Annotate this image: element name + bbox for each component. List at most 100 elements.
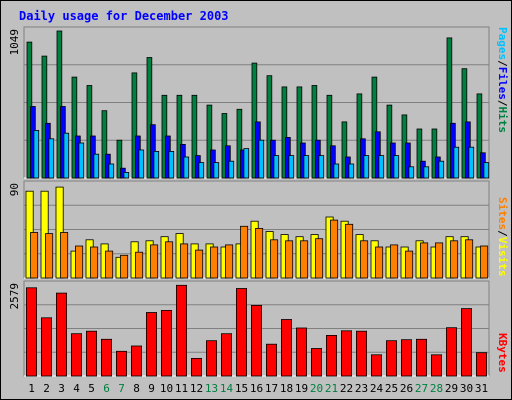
- side-label-middle: Sites/Visits: [496, 197, 509, 277]
- bar-pages-day-13: [213, 162, 220, 179]
- bar-hits-day-9: [146, 57, 153, 179]
- bar-pages-day-5: [93, 153, 100, 179]
- bar-kbytes-day-14: [220, 333, 232, 377]
- bar-pages-day-4: [78, 142, 85, 179]
- bar-sites-day-13: [210, 246, 219, 279]
- y-max-label-0: 1049: [8, 29, 21, 56]
- bar-pages-day-14: [228, 160, 235, 179]
- x-tick-label-5: 5: [88, 382, 95, 395]
- side-label-part: KBytes: [496, 333, 509, 373]
- bar-pages-day-7: [123, 171, 130, 179]
- bar-kbytes-day-15: [235, 288, 247, 377]
- bar-pages-day-27: [423, 166, 430, 179]
- x-tick-label-8: 8: [133, 382, 140, 395]
- bar-sites-day-12: [195, 249, 204, 279]
- x-tick-label-7: 7: [118, 382, 125, 395]
- side-label-part: Hits: [496, 107, 509, 134]
- bar-pages-day-17: [273, 155, 280, 179]
- x-tick-label-15: 15: [235, 382, 248, 395]
- bar-kbytes-day-24: [370, 354, 382, 377]
- bar-hits-day-5: [86, 85, 93, 179]
- bar-pages-day-21: [333, 163, 340, 179]
- bar-sites-day-4: [75, 245, 84, 279]
- side-label-part: Visits: [496, 237, 509, 277]
- x-tick-label-2: 2: [43, 382, 50, 395]
- bar-kbytes-day-3: [56, 292, 68, 377]
- bar-sites-day-14: [225, 244, 234, 279]
- x-tick-label-9: 9: [148, 382, 155, 395]
- bar-kbytes-day-30: [460, 308, 472, 377]
- x-tick-label-17: 17: [265, 382, 278, 395]
- x-tick-label-14: 14: [220, 382, 234, 395]
- bar-kbytes-day-10: [160, 309, 172, 377]
- bar-sites-day-9: [150, 244, 159, 279]
- bar-kbytes-day-16: [250, 304, 262, 377]
- bar-kbytes-day-27: [415, 338, 427, 377]
- x-tick-label-26: 26: [400, 382, 413, 395]
- bar-hits-day-4: [71, 76, 78, 179]
- bar-pages-day-25: [393, 155, 400, 179]
- x-tick-label-25: 25: [385, 382, 398, 395]
- bar-hits-day-21: [326, 94, 333, 179]
- bar-hits-day-25: [386, 104, 393, 179]
- bar-hits-day-16: [251, 62, 258, 179]
- bar-hits-day-12: [191, 94, 198, 179]
- x-tick-label-31: 31: [475, 382, 488, 395]
- x-tick-label-6: 6: [103, 382, 110, 395]
- bar-pages-day-12: [198, 162, 205, 179]
- bar-sites-day-19: [300, 240, 309, 279]
- bar-pages-day-1: [33, 129, 40, 179]
- y-max-label-2: 2579: [8, 283, 21, 310]
- bar-pages-day-8: [138, 149, 145, 179]
- x-tick-label-23: 23: [355, 382, 368, 395]
- bar-hits-day-7: [116, 139, 123, 179]
- x-tick-label-20: 20: [310, 382, 323, 395]
- bar-kbytes-day-21: [325, 334, 337, 377]
- bar-kbytes-day-25: [385, 340, 397, 377]
- x-tick-label-22: 22: [340, 382, 353, 395]
- bar-files-day-21: [330, 145, 336, 179]
- x-tick-label-21: 21: [325, 382, 338, 395]
- bar-pages-day-30: [468, 146, 475, 179]
- bar-sites-day-20: [315, 238, 324, 279]
- bar-kbytes-day-11: [175, 284, 187, 377]
- bar-pages-day-28: [438, 160, 445, 179]
- bar-sites-day-3: [60, 232, 69, 279]
- bar-sites-day-1: [30, 232, 39, 279]
- bar-sites-day-8: [135, 251, 144, 279]
- side-label-part: Pages: [496, 27, 509, 60]
- bar-kbytes-day-7: [116, 350, 128, 377]
- bar-hits-day-6: [101, 110, 108, 179]
- bar-sites-day-26: [405, 250, 414, 279]
- bar-sites-day-7: [120, 254, 129, 279]
- x-tick-label-18: 18: [280, 382, 293, 395]
- side-label-part: Files: [496, 67, 509, 100]
- bar-hits-day-3: [56, 30, 63, 179]
- bar-hits-day-18: [281, 86, 288, 179]
- bar-sites-day-31: [480, 245, 489, 279]
- bar-sites-day-22: [345, 223, 354, 279]
- x-tick-label-1: 1: [28, 382, 35, 395]
- bar-sites-day-25: [390, 244, 399, 279]
- bar-files-day-26: [405, 142, 411, 179]
- bar-pages-day-15: [243, 148, 250, 179]
- bar-hits-day-19: [296, 86, 303, 179]
- bar-hits-day-24: [371, 76, 378, 179]
- bar-sites-day-28: [435, 242, 444, 279]
- bar-pages-day-18: [288, 155, 295, 179]
- x-tick-label-12: 12: [190, 382, 203, 395]
- bar-pages-day-31: [483, 162, 490, 179]
- y-max-label-1: 90: [8, 183, 21, 196]
- bar-kbytes-day-8: [130, 345, 142, 377]
- bar-pages-day-11: [183, 156, 190, 179]
- bar-hits-day-31: [476, 93, 483, 179]
- bar-hits-day-17: [266, 75, 273, 179]
- bar-hits-day-8: [131, 72, 138, 179]
- x-tick-label-30: 30: [460, 382, 473, 395]
- bar-hits-day-23: [356, 93, 363, 179]
- bar-sites-day-21: [330, 219, 339, 279]
- bar-hits-day-28: [431, 128, 438, 179]
- bar-kbytes-day-18: [280, 319, 292, 377]
- bar-kbytes-day-28: [430, 354, 442, 377]
- bar-kbytes-day-20: [310, 348, 322, 377]
